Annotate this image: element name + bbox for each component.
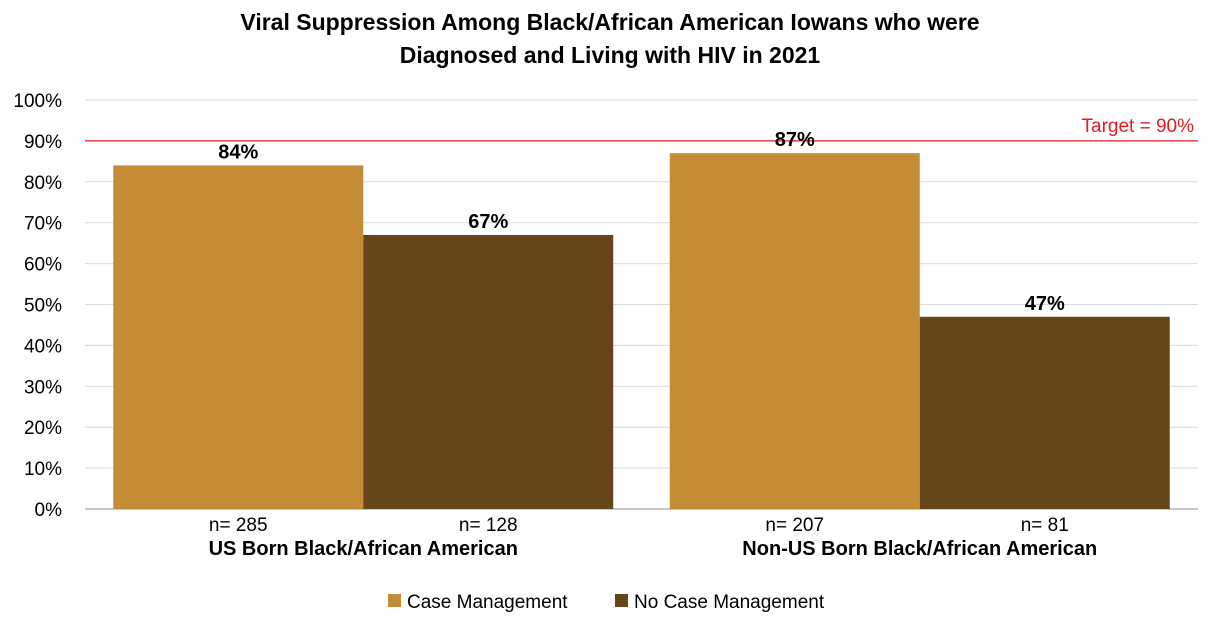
y-tick-label: 30% [24,377,62,398]
bar [919,316,1170,509]
bar [669,153,920,510]
data-labels: 84% 67% 87% 47% [218,129,1065,315]
legend-label: Case Management [407,592,568,613]
y-tick-label: 0% [35,500,63,521]
target-line-group: Target = 90% [85,116,1198,142]
chart-title-line-2: Diagnosed and Living with HIV in 2021 [400,42,821,68]
chart-title-line-1: Viral Suppression Among Black/African Am… [240,9,979,35]
data-label: 87% [775,129,815,151]
target-label: Target = 90% [1082,116,1195,137]
y-tick-label: 20% [24,418,62,439]
legend: Case Management No Case Management [388,592,825,613]
bar [363,234,614,509]
category-label: Non-US Born Black/African American [742,538,1097,560]
legend-swatch [388,594,401,607]
n-count-label: n= 128 [459,515,518,536]
y-tick-label: 60% [24,255,62,276]
y-tick-label: 90% [24,132,62,153]
y-tick-label: 50% [24,296,62,317]
y-tick-label: 70% [24,214,62,235]
y-axis-ticks: 0% 10% 20% 30% 40% 50% 60% 70% 80% 90% 100% [13,91,62,521]
y-tick-label: 100% [13,91,62,112]
n-count-label: n= 81 [1021,515,1069,536]
y-tick-label: 80% [24,173,62,194]
data-label: 84% [218,141,258,163]
n-count-label: n= 207 [765,515,824,536]
data-label: 67% [468,211,508,233]
n-count-label: n= 285 [209,515,268,536]
legend-label: No Case Management [634,592,825,613]
data-label: 47% [1025,293,1065,315]
category-label: US Born Black/African American [209,538,518,560]
y-tick-label: 40% [24,336,62,357]
bars [113,153,1170,510]
bar [113,165,364,509]
legend-swatch [615,594,628,607]
y-tick-label: 10% [24,459,62,480]
